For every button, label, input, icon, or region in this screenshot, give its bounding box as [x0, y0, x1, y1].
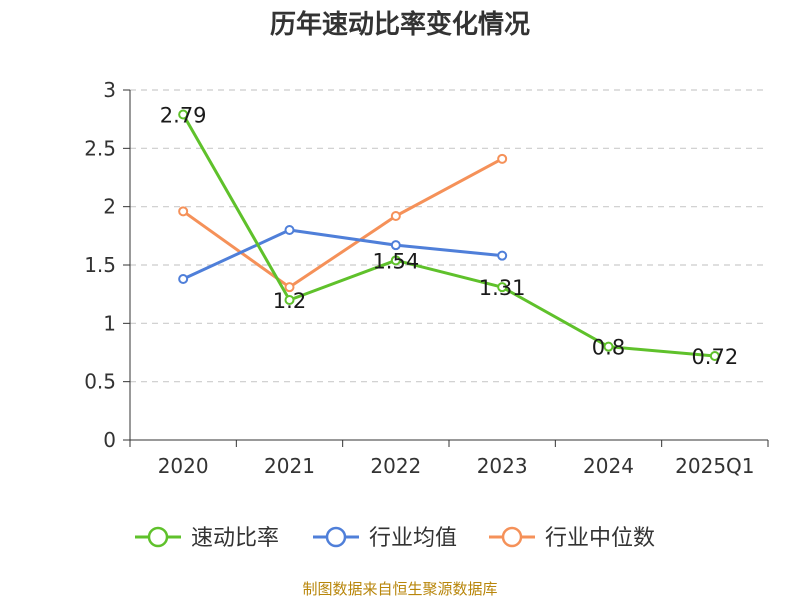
- data-point: [284, 225, 295, 235]
- data-label: 2.79: [160, 104, 207, 128]
- x-tick-label: 2021: [264, 454, 315, 478]
- y-tick-label: 3: [103, 78, 116, 102]
- data-point: [390, 211, 401, 221]
- data-label: 0.8: [592, 336, 625, 360]
- data-point: [390, 240, 401, 251]
- x-tick-label: 2024: [583, 454, 634, 478]
- data-point: [603, 341, 614, 352]
- data-point: [497, 250, 508, 261]
- y-tick-label: 2: [103, 195, 116, 219]
- legend-marker: [325, 526, 347, 548]
- series-line: [182, 157, 503, 289]
- y-tick-label: 2.5: [84, 136, 116, 160]
- data-label: 1.2: [273, 289, 306, 313]
- data-point: [709, 351, 720, 361]
- data-point: [497, 153, 508, 164]
- legend-label: 行业中位数: [545, 526, 655, 551]
- data-label: 0.72: [691, 345, 738, 369]
- y-tick-label: 0: [103, 428, 116, 452]
- data-point: [178, 274, 189, 284]
- series-line: [182, 228, 503, 281]
- legend-marker: [147, 526, 169, 548]
- x-tick-label: 2023: [477, 454, 528, 478]
- data-label: 1.54: [372, 249, 419, 273]
- y-tick-label: 1: [103, 311, 116, 335]
- y-tick-label: 1.5: [84, 253, 116, 277]
- x-tick-label: 2022: [370, 454, 421, 478]
- series-line: [181, 113, 715, 358]
- y-tick-label: 0.5: [84, 370, 116, 394]
- x-tick-label: 2020: [158, 454, 209, 478]
- legend-label: 行业均值: [369, 526, 457, 551]
- data-point: [497, 282, 508, 293]
- data-point: [284, 282, 295, 293]
- chart-title: 历年速动比率变化情况: [269, 10, 530, 40]
- data-point: [178, 206, 189, 217]
- data-point: [284, 295, 295, 305]
- legend-label: 速动比率: [191, 526, 279, 551]
- data-point: [390, 255, 401, 266]
- data-point: [178, 109, 189, 120]
- source-note: 制图数据来自恒生聚源数据库: [302, 580, 498, 598]
- data-label: 1.31: [479, 276, 526, 300]
- x-tick-label: 2025Q1: [675, 454, 754, 478]
- legend-marker: [501, 526, 523, 548]
